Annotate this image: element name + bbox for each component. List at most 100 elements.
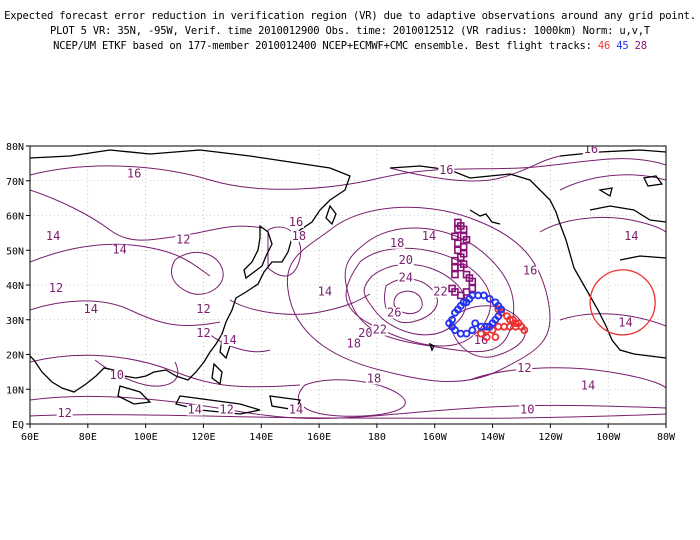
flight-track-purple-point — [462, 236, 471, 244]
lon-tick-label: 180 — [368, 432, 386, 443]
contour-label: 12 — [49, 281, 63, 295]
chart-title-line-1: Expected forecast error reduction in ver… — [4, 10, 696, 22]
contour-label: 12 — [196, 326, 210, 340]
contour-label-bg — [617, 317, 634, 329]
contour-label-bg — [432, 286, 449, 298]
contour-label-bg — [195, 303, 212, 315]
contour-label: 12 — [219, 403, 233, 417]
coastline — [30, 149, 351, 393]
contour-label: 12 — [196, 302, 210, 316]
flight-tracks — [445, 218, 529, 342]
contour-line — [171, 252, 224, 295]
contour-label-bg — [126, 168, 143, 180]
flight-track-red-point — [482, 333, 491, 342]
lon-tick-label: 80W — [657, 432, 676, 443]
contour-label-bg — [519, 404, 536, 416]
lat-tick-label: 30N — [6, 316, 24, 327]
coastline — [211, 362, 223, 386]
contour-line — [298, 379, 406, 417]
contour-label-bg — [56, 408, 73, 420]
flight-track-purple-point — [468, 277, 477, 286]
contour-label: 16 — [127, 166, 141, 180]
contour-line — [30, 243, 211, 277]
lat-tick-label: 10N — [6, 385, 24, 396]
lon-tick-label: 140W — [480, 432, 505, 443]
axis-ticks: 60E 80E 100E 120E 140E 160E 180 160W 140W 120W 100… — [6, 142, 676, 443]
contour-label-bg — [108, 369, 125, 381]
contour-label: 22 — [433, 284, 447, 298]
contour-label: 18 — [367, 371, 381, 385]
contour-label: 18 — [292, 229, 306, 243]
contour-label: 16 — [584, 142, 598, 156]
contour-lines — [30, 155, 666, 419]
contour-line — [449, 305, 526, 358]
contour-label: 12 — [57, 406, 71, 420]
contour-label-bg — [345, 338, 362, 350]
contour-label: 12 — [517, 361, 531, 375]
contour-label-bg — [316, 286, 333, 298]
contour-label: 16 — [523, 264, 537, 278]
contour-label: 16 — [289, 215, 303, 229]
flight-track-blue-point — [479, 291, 488, 300]
contour-label: 14 — [83, 302, 97, 316]
contour-label-bg — [389, 237, 406, 249]
contour-label: 14 — [222, 333, 236, 347]
chart-title-line-2: PLOT 5 VR: 35N, -95W, Verif. time 201001… — [50, 25, 650, 37]
flight-track-purple-point — [454, 246, 462, 255]
contour-label-bg — [45, 230, 62, 242]
contour-label-bg — [472, 335, 489, 347]
flight-track-blue-point — [471, 319, 480, 328]
contour-line — [559, 174, 666, 191]
lon-tick-label: 120W — [538, 432, 563, 443]
coastline — [325, 204, 337, 226]
lon-tick-label: 100W — [596, 432, 621, 443]
lat-tick-label: 60N — [6, 212, 24, 223]
contour-line — [30, 158, 666, 190]
lon-tick-label: 100E — [134, 432, 158, 443]
contour-label-bg — [366, 373, 383, 385]
contour-label-bg — [287, 404, 304, 416]
contour-label: 12 — [176, 232, 190, 246]
contour-label: 14 — [624, 229, 638, 243]
flight-track-purple-point — [451, 263, 459, 272]
contour-line — [345, 247, 492, 347]
flight-track-blue-point — [456, 329, 465, 338]
chart-title-line-3-text: NCEP/UM ETKF based on 177-member 2010012… — [53, 40, 592, 52]
contour-label: 22 — [373, 323, 387, 337]
contour-label-bg — [82, 303, 99, 315]
contour-line — [389, 155, 561, 182]
contour-label-bg — [48, 282, 65, 294]
flight-track-red-point — [494, 322, 503, 331]
contour-label: 14 — [46, 229, 60, 243]
flight-track-purple-point — [454, 239, 462, 248]
contour-label-bg — [195, 328, 212, 340]
flight-track-purple-point — [451, 256, 459, 265]
coastline — [469, 209, 501, 225]
coastline — [175, 395, 261, 415]
contour-label: 14 — [112, 243, 126, 257]
track-red-count: 46 — [597, 40, 611, 52]
contour-line — [393, 290, 423, 315]
flight-track-red-point — [520, 326, 529, 335]
flight-track-red-point — [477, 329, 485, 338]
coastline — [619, 255, 666, 261]
contour-label: 18 — [347, 337, 361, 351]
contour-label: 14 — [581, 378, 595, 392]
contour-label-bg — [516, 362, 533, 374]
coastline — [589, 205, 666, 223]
contour-label-bg — [175, 234, 192, 246]
contour-label-bg — [221, 335, 238, 347]
coastline — [243, 224, 273, 280]
flight-track-purple-point — [454, 225, 462, 234]
contour-label: 26 — [387, 305, 401, 319]
lat-tick-label: 50N — [6, 246, 24, 257]
coastline — [117, 385, 152, 405]
contour-line — [30, 413, 666, 419]
flight-track-blue-point — [445, 319, 454, 328]
contour-label: 24 — [399, 271, 413, 285]
lon-tick-label: 80E — [79, 432, 97, 443]
contour-label: 14 — [318, 284, 332, 298]
contour-line — [469, 367, 666, 389]
contour-line — [30, 354, 301, 388]
contour-label-bg — [290, 230, 307, 242]
